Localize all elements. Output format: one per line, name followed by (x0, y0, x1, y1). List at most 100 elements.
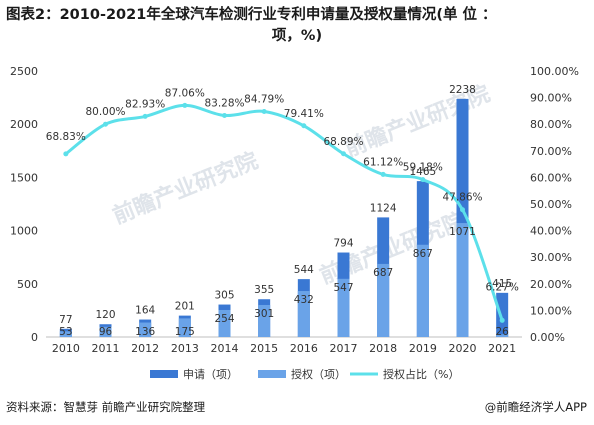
apply-data-label: 164 (135, 305, 155, 317)
ratio-point (182, 102, 188, 108)
grant-data-label: 254 (214, 313, 234, 325)
ratio-data-label: 79.41% (284, 108, 324, 120)
y-right-tick-label: 100.00% (530, 65, 579, 78)
ratio-point (301, 123, 307, 129)
y-right-tick-label: 30.00% (530, 251, 572, 264)
brand-credit: @前瞻经济学人APP (484, 400, 587, 414)
ratio-data-label: 84.79% (244, 93, 284, 105)
ratio-data-label: 82.93% (125, 98, 165, 110)
apply-data-label: 415 (492, 278, 512, 290)
apply-data-label: 2238 (449, 84, 476, 96)
x-tick-label: 2010 (52, 342, 80, 355)
x-tick-label: 2012 (131, 342, 159, 355)
y-right-tick-label: 0.00% (530, 331, 565, 344)
x-tick-label: 2014 (211, 342, 239, 355)
bar-grant (456, 223, 469, 337)
grant-data-label: 136 (135, 326, 155, 338)
source-note: 资料来源：智慧芽 前瞻产业研究院整理 (6, 400, 206, 414)
apply-data-label: 305 (214, 290, 234, 302)
ratio-point (222, 112, 227, 118)
x-tick-label: 2021 (488, 342, 516, 355)
ratio-point (341, 151, 346, 157)
ratio-point (380, 171, 386, 177)
grant-data-label: 687 (373, 267, 393, 279)
bar-grant (377, 263, 390, 337)
ratio-point (420, 177, 426, 183)
grant-data-label: 26 (495, 326, 509, 338)
ratio-point (142, 113, 148, 119)
chart-title-line2: 项，%) (271, 28, 323, 44)
ratio-point (460, 207, 465, 213)
ratio-point (499, 317, 505, 323)
y-left-tick-label: 0 (31, 331, 38, 344)
y-left-tick-label: 500 (17, 278, 38, 291)
y-right-tick-label: 90.00% (530, 92, 572, 105)
bar-grant (416, 244, 429, 337)
apply-data-label: 794 (333, 238, 353, 250)
y-right-tick-label: 70.00% (530, 145, 572, 158)
legend-label: 申请（项） (183, 368, 238, 381)
x-tick-label: 2015 (250, 342, 278, 355)
ratio-data-label: 6.27% (485, 281, 518, 293)
watermark-text: 前瞻产业研究院 (109, 148, 262, 230)
ratio-data-label: 61.12% (363, 156, 403, 168)
x-tick-label: 2020 (449, 342, 477, 355)
bar-grant (99, 326, 112, 337)
bar-grant (258, 304, 271, 337)
legend-label: 授权占比（%） (383, 367, 459, 381)
grant-data-label: 53 (59, 326, 72, 338)
apply-data-label: 355 (254, 284, 274, 296)
bar-grant (139, 322, 152, 337)
x-tick-label: 2018 (369, 342, 397, 355)
grant-data-label: 1071 (449, 226, 476, 238)
bar-grant (496, 334, 509, 337)
x-tick-label: 2017 (330, 342, 358, 355)
x-tick-label: 2019 (409, 342, 437, 355)
bar-grant (59, 331, 72, 337)
bar-apply (496, 292, 509, 337)
legend-swatch (150, 370, 178, 378)
y-left-tick-label: 2000 (10, 118, 38, 131)
ratio-data-label: 83.28% (204, 97, 244, 109)
grant-data-label: 301 (254, 308, 274, 320)
ratio-point (103, 121, 108, 127)
y-right-tick-label: 10.00% (530, 304, 572, 317)
bar-grant (337, 278, 350, 337)
bar-grant (218, 309, 231, 337)
apply-data-label: 1124 (370, 202, 397, 214)
chart-title-line1: 图表2：2010-2021年全球汽车检测行业专利申请量及授权量情况(单 位 ： (6, 7, 497, 23)
bar-grant (297, 291, 310, 337)
grant-data-label: 547 (333, 282, 353, 294)
y-right-tick-label: 20.00% (530, 278, 572, 291)
bar-grant (178, 318, 191, 337)
apply-data-label: 1465 (409, 166, 436, 178)
y-left-tick-label: 1500 (10, 171, 38, 184)
ratio-data-label: 59.18% (403, 162, 443, 174)
x-tick-label: 2013 (171, 342, 199, 355)
x-tick-label: 2016 (290, 342, 318, 355)
chart-title: 图表2：2010-2021年全球汽车检测行业专利申请量及授权量情况(单 位 ： … (6, 5, 588, 47)
ratio-data-label: 47.86% (442, 192, 482, 204)
ratio-data-label: 68.89% (323, 136, 363, 148)
ratio-point (63, 151, 69, 157)
grant-data-label: 432 (294, 294, 314, 306)
grant-data-label: 175 (175, 326, 195, 338)
apply-data-label: 120 (95, 309, 115, 321)
apply-data-label: 544 (294, 264, 314, 276)
y-left-tick-label: 2500 (10, 65, 38, 78)
ratio-point (261, 108, 267, 114)
legend-label: 授权（项） (291, 367, 346, 381)
ratio-data-label: 87.06% (165, 87, 205, 99)
ratio-data-label: 80.00% (85, 106, 125, 118)
apply-data-label: 201 (175, 301, 195, 313)
y-right-tick-label: 60.00% (530, 171, 572, 184)
grant-data-label: 96 (99, 326, 113, 338)
grant-data-label: 867 (413, 248, 433, 260)
x-tick-label: 2011 (92, 342, 120, 355)
apply-data-label: 77 (59, 314, 72, 326)
combo-chart: 前瞻产业研究院前瞻产业研究院前瞻产业研究院0500100015002000250… (10, 65, 579, 381)
ratio-data-label: 68.83% (46, 131, 86, 143)
y-right-tick-label: 50.00% (530, 198, 572, 211)
legend-swatch (258, 370, 286, 378)
y-right-tick-label: 40.00% (530, 225, 572, 238)
